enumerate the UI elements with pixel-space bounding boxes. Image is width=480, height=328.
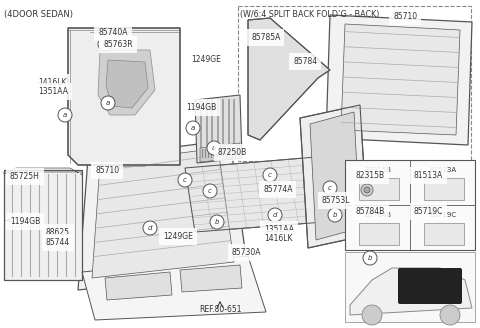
- Text: 85710: 85710: [95, 166, 119, 175]
- Circle shape: [440, 305, 460, 325]
- Text: b: b: [368, 255, 372, 261]
- Polygon shape: [92, 148, 234, 278]
- Polygon shape: [4, 168, 82, 175]
- Bar: [345, 160, 475, 250]
- Circle shape: [207, 141, 221, 155]
- Circle shape: [58, 108, 72, 122]
- Polygon shape: [195, 95, 242, 163]
- Text: (W/6:4 SPLIT BACK FOLD’G - BACK): (W/6:4 SPLIT BACK FOLD’G - BACK): [240, 10, 379, 19]
- Text: 81513A: 81513A: [414, 171, 443, 180]
- Circle shape: [203, 184, 217, 198]
- Text: 85784: 85784: [293, 57, 317, 66]
- Circle shape: [363, 251, 377, 265]
- Text: c: c: [208, 188, 212, 194]
- Polygon shape: [68, 28, 180, 165]
- Text: 1249GE: 1249GE: [191, 55, 221, 64]
- Text: 88625: 88625: [46, 228, 70, 237]
- Circle shape: [361, 184, 373, 196]
- Text: a: a: [106, 100, 110, 106]
- Text: a: a: [355, 167, 359, 173]
- Circle shape: [210, 215, 224, 229]
- Polygon shape: [248, 18, 330, 140]
- Bar: [359, 223, 399, 245]
- Circle shape: [352, 165, 362, 175]
- Circle shape: [417, 210, 427, 220]
- Text: 82315B: 82315B: [356, 171, 385, 180]
- Text: 85725H: 85725H: [10, 172, 40, 181]
- Bar: [424, 178, 464, 200]
- Text: 85784B: 85784B: [365, 212, 392, 218]
- Circle shape: [263, 168, 277, 182]
- Circle shape: [352, 210, 362, 220]
- Polygon shape: [82, 256, 266, 320]
- Text: b: b: [420, 167, 424, 173]
- Polygon shape: [200, 143, 240, 162]
- Text: 85774A: 85774A: [263, 185, 292, 194]
- Text: 81513A: 81513A: [430, 167, 457, 173]
- Polygon shape: [4, 170, 82, 280]
- Text: c: c: [328, 185, 332, 191]
- Text: REF.80-651: REF.80-651: [199, 305, 241, 314]
- Circle shape: [328, 208, 342, 222]
- Text: a: a: [63, 112, 67, 118]
- Text: 85740A: 85740A: [98, 28, 128, 37]
- Text: (4DOOR SEDAN): (4DOOR SEDAN): [4, 10, 73, 19]
- Text: 85719C: 85719C: [414, 207, 444, 216]
- Polygon shape: [98, 50, 155, 115]
- Circle shape: [143, 221, 157, 235]
- Circle shape: [417, 165, 427, 175]
- Text: 1249GE: 1249GE: [163, 232, 193, 241]
- Text: 85744: 85744: [46, 238, 70, 247]
- Polygon shape: [310, 112, 360, 240]
- Text: 85719C: 85719C: [430, 212, 457, 218]
- Polygon shape: [105, 272, 172, 300]
- Circle shape: [178, 173, 192, 187]
- Text: 1416LK: 1416LK: [264, 234, 292, 243]
- Bar: [424, 223, 464, 245]
- Circle shape: [98, 37, 112, 51]
- Text: d: d: [420, 212, 424, 218]
- Text: a: a: [191, 125, 195, 131]
- Text: 85784B: 85784B: [356, 207, 385, 216]
- Text: 85730A: 85730A: [232, 248, 262, 257]
- Polygon shape: [300, 105, 368, 248]
- Text: 85785A: 85785A: [251, 33, 280, 42]
- Circle shape: [364, 187, 370, 193]
- Circle shape: [186, 121, 200, 135]
- Text: a: a: [212, 145, 216, 151]
- Text: b: b: [215, 219, 219, 225]
- Text: 1351AA: 1351AA: [264, 225, 294, 234]
- Text: 85763R: 85763R: [103, 40, 133, 49]
- Polygon shape: [180, 265, 242, 292]
- Bar: [345, 252, 475, 322]
- Text: b: b: [333, 212, 337, 218]
- Text: c: c: [183, 177, 187, 183]
- Circle shape: [268, 208, 282, 222]
- Circle shape: [362, 305, 382, 325]
- Bar: [359, 178, 399, 200]
- Text: 1194GB: 1194GB: [186, 103, 216, 112]
- Bar: [238, 6, 471, 161]
- Text: c: c: [268, 172, 272, 178]
- Circle shape: [323, 181, 337, 195]
- Text: 87250B: 87250B: [218, 148, 247, 157]
- Text: 85710: 85710: [393, 12, 417, 21]
- Text: 85753L: 85753L: [322, 196, 350, 205]
- Polygon shape: [106, 60, 148, 108]
- Text: c: c: [355, 212, 359, 218]
- Text: 82315B: 82315B: [365, 167, 392, 173]
- Text: d: d: [273, 212, 277, 218]
- Polygon shape: [326, 15, 472, 145]
- Text: d: d: [148, 225, 152, 231]
- Polygon shape: [78, 140, 248, 290]
- Polygon shape: [341, 24, 460, 135]
- Text: 1194GB: 1194GB: [10, 217, 40, 226]
- Polygon shape: [350, 268, 472, 315]
- Text: 1416LK: 1416LK: [38, 78, 67, 87]
- FancyBboxPatch shape: [398, 268, 462, 304]
- Text: 1351AA: 1351AA: [38, 87, 68, 96]
- Text: d: d: [103, 41, 107, 47]
- Polygon shape: [185, 155, 350, 232]
- Circle shape: [101, 96, 115, 110]
